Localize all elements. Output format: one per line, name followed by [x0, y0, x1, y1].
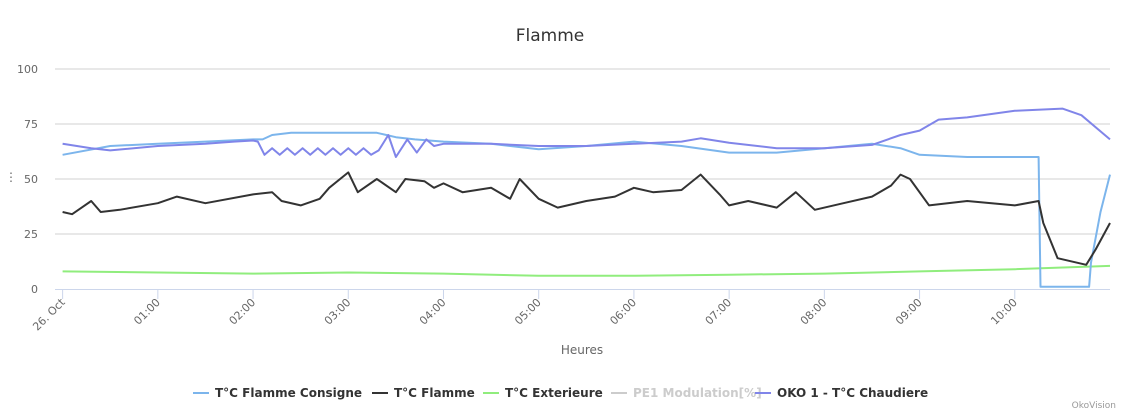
legend-item[interactable]: OKO 1 - T°C Chaudiere: [777, 386, 928, 400]
legend-item[interactable]: T°C Flamme Consigne: [215, 386, 362, 400]
x-tick-label: 26. Oct: [30, 295, 68, 333]
legend-item[interactable]: T°C Exterieure: [505, 386, 603, 400]
legend-item[interactable]: T°C Flamme: [394, 386, 475, 400]
x-tick-label: 10:00: [988, 296, 1020, 328]
y-tick-label: 50: [24, 173, 38, 186]
chart-title: Flamme: [516, 26, 585, 46]
y-tick-label: 75: [24, 118, 38, 131]
y-tick-label: 100: [17, 63, 38, 76]
series-line-2: [62, 264, 1111, 277]
x-tick-label: 06:00: [607, 296, 639, 328]
credit-text[interactable]: OkoVision: [1071, 401, 1116, 411]
x-tick-label: 04:00: [417, 296, 449, 328]
x-tick-label: 08:00: [798, 296, 830, 328]
drag-handle-icon[interactable]: ⋮: [5, 170, 17, 184]
x-tick-label: 03:00: [322, 296, 354, 328]
x-tick-label: 07:00: [703, 296, 735, 328]
x-tick-label: 02:00: [227, 296, 259, 328]
x-axis-title: Heures: [561, 343, 603, 357]
series-line-0: [62, 131, 1111, 288]
series-line-1: [62, 171, 1111, 266]
x-tick-label: 01:00: [131, 296, 163, 328]
y-tick-label: 0: [31, 283, 38, 296]
series-line-4: [62, 107, 1111, 158]
y-tick-label: 25: [24, 228, 38, 241]
legend-item[interactable]: PE1 Modulation[%]: [633, 386, 762, 400]
x-tick-label: 05:00: [512, 296, 544, 328]
x-tick-label: 09:00: [893, 296, 925, 328]
